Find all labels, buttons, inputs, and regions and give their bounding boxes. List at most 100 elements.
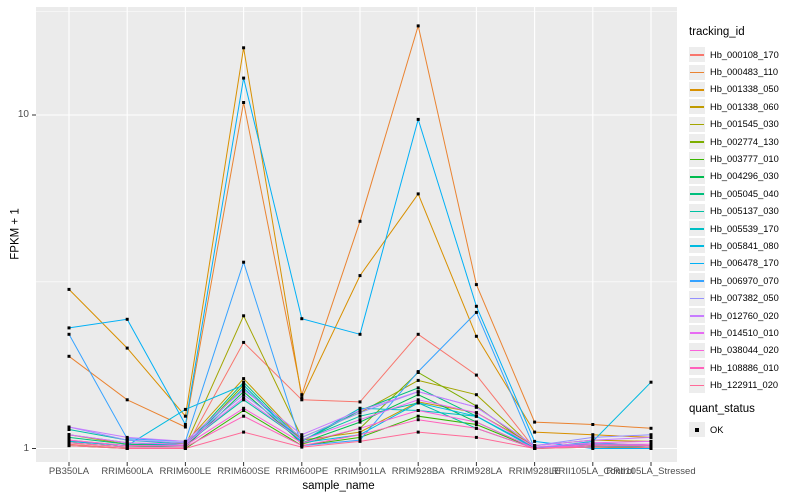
data-point [358, 435, 362, 439]
data-point [183, 407, 187, 411]
data-point [358, 409, 362, 412]
x-tick-label: RRIM928LA [450, 466, 503, 477]
data-point [591, 435, 595, 439]
data-point [416, 409, 420, 412]
data-point [300, 433, 304, 437]
legend-label: OK [710, 424, 724, 435]
data-point [358, 406, 362, 410]
data-point [474, 393, 478, 397]
data-point [242, 414, 246, 418]
data-point [416, 24, 420, 28]
data-point [416, 117, 420, 121]
data-point [358, 219, 362, 223]
legend-label: Hb_014510_010 [710, 327, 779, 338]
legend-item-Hb_005045_040: Hb_005045_040 [689, 185, 799, 202]
x-tick-label: RRIM600PE [275, 466, 329, 477]
legend-key-swatch [689, 290, 705, 306]
legend-item-Hb_038044_020: Hb_038044_020 [689, 342, 799, 359]
data-point [242, 390, 246, 394]
data-point [242, 386, 246, 390]
data-point [67, 441, 71, 445]
legend-key-line-icon [690, 71, 704, 74]
legend-key-swatch [689, 99, 705, 115]
legend-key-swatch [689, 238, 705, 254]
data-point [300, 398, 304, 402]
x-tick-label: RRIM600LA [101, 466, 154, 477]
legend-item-Hb_005137_030: Hb_005137_030 [689, 203, 799, 220]
legend-key-line-icon [690, 262, 704, 265]
y-axis-title: FPKM + 1 [9, 208, 22, 260]
data-point [300, 393, 304, 397]
legend-items: Hb_000108_170 Hb_000483_110 Hb_001338_050 H… [689, 46, 799, 394]
data-point [474, 414, 478, 418]
data-point [474, 426, 478, 430]
data-point [474, 334, 478, 338]
data-point [300, 396, 304, 400]
legend-item-Hb_005841_080: Hb_005841_080 [689, 237, 799, 254]
legend-label: Hb_002774_130 [710, 136, 779, 147]
legend-item-Hb_000483_110: Hb_000483_110 [689, 63, 799, 80]
data-point [358, 411, 362, 415]
data-point [125, 317, 129, 321]
legend-key-line-icon [690, 367, 704, 369]
legend-key-line-icon [690, 175, 704, 178]
y-tick-label: 10 [17, 109, 29, 120]
data-point [474, 411, 478, 415]
legend-key-swatch [689, 360, 705, 376]
legend-key-swatch [689, 64, 705, 80]
data-point [125, 435, 129, 439]
data-point [125, 447, 129, 450]
data-point [416, 386, 420, 390]
data-point [183, 447, 187, 450]
legend-key-line-icon [690, 332, 704, 335]
legend-key-line-icon [690, 384, 704, 387]
data-point [183, 414, 187, 418]
data-point [67, 428, 71, 431]
legend-key-line-icon [690, 123, 704, 126]
y-tick-label: 1 [23, 442, 29, 454]
data-point [474, 283, 478, 287]
legend-key-swatch [689, 308, 705, 324]
legend-item-Hb_001338_050: Hb_001338_050 [689, 81, 799, 98]
legend-key-swatch [689, 168, 705, 184]
data-point [358, 433, 362, 437]
legend-key-swatch [689, 325, 705, 341]
data-point [416, 414, 420, 418]
data-point [242, 340, 246, 344]
data-point [242, 406, 246, 410]
data-point [649, 445, 653, 449]
legend-item-Hb_012760_020: Hb_012760_020 [689, 307, 799, 324]
data-point [416, 332, 420, 336]
legend-label: Hb_004296_030 [710, 171, 779, 182]
data-point [358, 439, 362, 443]
data-point [474, 420, 478, 424]
data-point [242, 76, 246, 80]
data-point [416, 401, 420, 405]
data-point [242, 396, 246, 400]
legend-key-line-icon [690, 228, 704, 230]
data-point [416, 393, 420, 397]
data-point [358, 400, 362, 404]
legend-key-swatch [689, 221, 705, 237]
legend-item-Hb_005539_170: Hb_005539_170 [689, 220, 799, 237]
data-point [300, 317, 304, 321]
data-point [67, 438, 71, 442]
data-point [183, 439, 187, 443]
data-point [242, 383, 246, 387]
data-point [67, 435, 71, 439]
legend-key-line-icon [690, 158, 704, 161]
data-point [591, 438, 595, 442]
data-point [67, 287, 71, 291]
data-point [67, 354, 71, 358]
legend-key-line-icon [690, 210, 704, 213]
legend-key-swatch [689, 151, 705, 167]
legend-item-Hb_003777_010: Hb_003777_010 [689, 150, 799, 167]
legend-key-swatch [689, 377, 705, 393]
data-point [649, 435, 653, 439]
data-point [649, 426, 653, 430]
data-point [474, 373, 478, 377]
legend-item-Hb_014510_010: Hb_014510_010 [689, 324, 799, 341]
data-point [474, 423, 478, 426]
data-point [67, 326, 71, 330]
